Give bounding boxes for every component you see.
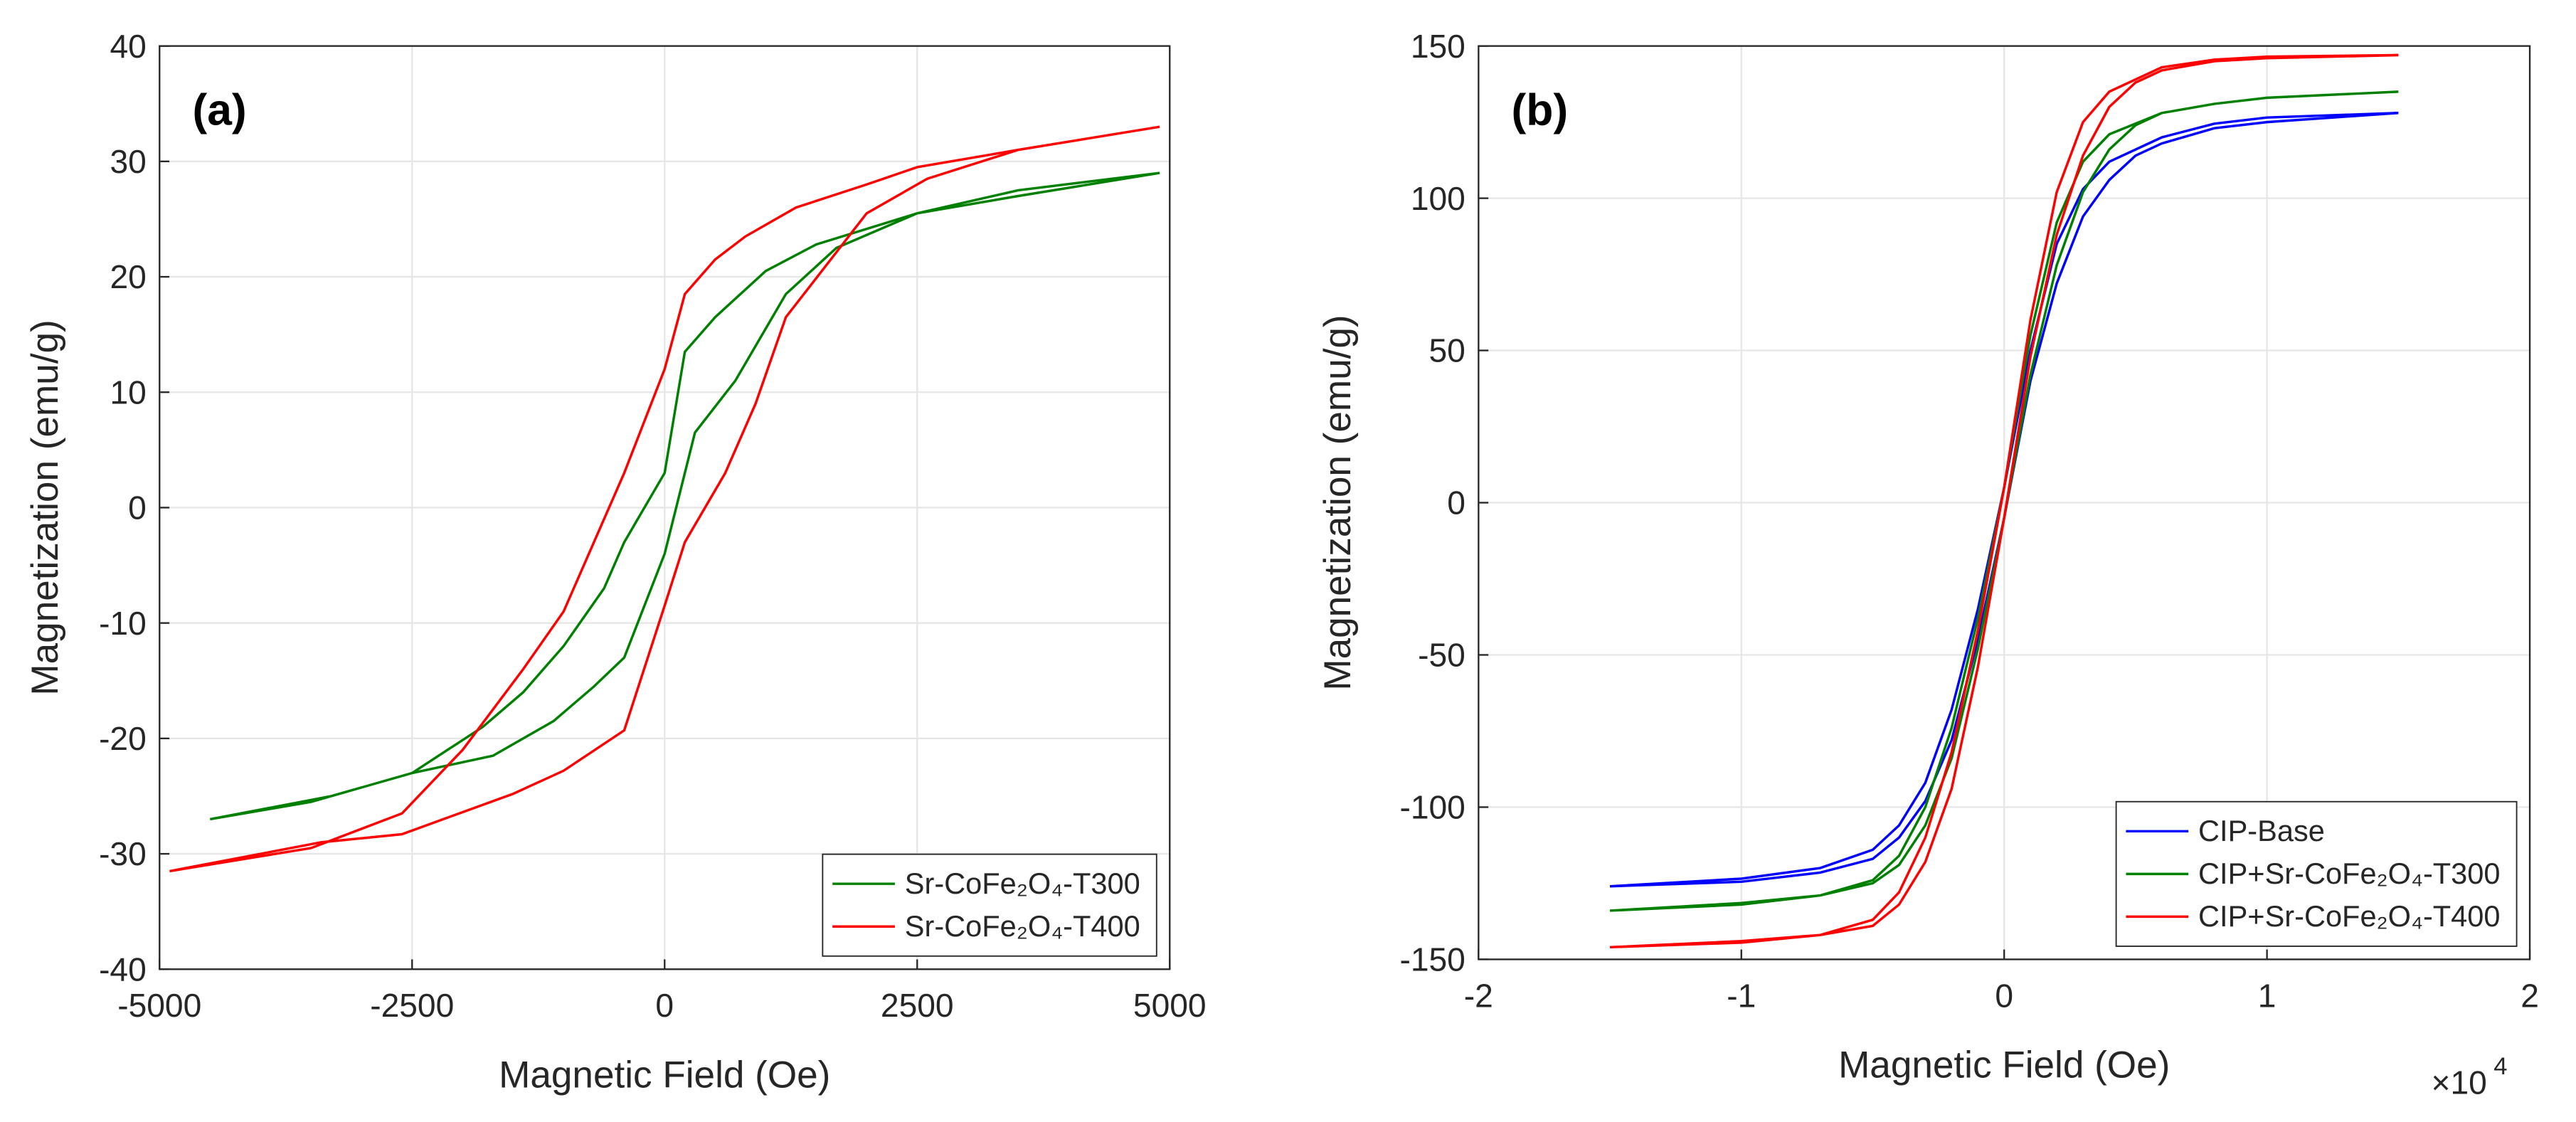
y-tick-label: -50	[1418, 637, 1465, 674]
y-tick-label: -100	[1399, 789, 1465, 826]
panel-label: (a)	[192, 85, 246, 134]
x-tick-label: -1	[1727, 977, 1756, 1014]
y-tick-label: 0	[128, 489, 147, 526]
y-tick-label: 0	[1447, 485, 1465, 522]
x-tick-label: 0	[1995, 977, 2013, 1014]
y-tick-label: 40	[110, 28, 146, 65]
y-tick-label: 20	[110, 258, 146, 295]
y-axis-label: Magnetization (emu/g)	[24, 319, 66, 695]
x-tick-label: 1	[2258, 977, 2276, 1014]
data-line	[169, 125, 1160, 873]
x-tick-label: 5000	[1133, 987, 1207, 1024]
y-tick-label: 10	[110, 374, 146, 411]
data-line	[1609, 53, 2399, 949]
axes-box	[159, 45, 1171, 970]
y-tick-label: -150	[1399, 941, 1465, 978]
legend-label: CIP-Base	[2198, 814, 2325, 847]
x-tick-label: 2	[2521, 977, 2539, 1014]
legend-label: CIP+Sr-CoFe₂O₄-T300	[2198, 857, 2500, 890]
x-multiplier-exponent: 4	[2493, 1053, 2507, 1080]
y-tick-label: -20	[99, 720, 147, 757]
legend-label: CIP+Sr-CoFe₂O₄-T400	[2198, 899, 2500, 933]
legend: CIP-Base CIP+Sr-CoFe₂O₄-T300 CIP+Sr-CoFe₂O…	[2115, 800, 2518, 947]
x-multiplier: ×10	[2432, 1064, 2487, 1101]
y-tick-label: -30	[99, 835, 147, 872]
data-line	[209, 171, 1160, 821]
legend: Sr-CoFe₂O₄-T300 Sr-CoFe₂O₄-T400	[822, 853, 1157, 957]
panel-label: (b)	[1512, 85, 1569, 134]
y-tick-label: 150	[1411, 28, 1465, 65]
legend-label: Sr-CoFe₂O₄-T300	[905, 867, 1140, 900]
y-tick-label: 30	[110, 143, 146, 180]
legend-box	[822, 853, 1157, 957]
y-tick-label: -10	[99, 605, 147, 642]
y-axis-label: Magnetization (emu/g)	[1317, 314, 1359, 690]
x-tick-label: 2500	[881, 987, 954, 1024]
x-tick-label: -2	[1464, 977, 1493, 1014]
x-tick-label: 0	[655, 987, 674, 1024]
x-tick-label: -2500	[370, 987, 454, 1024]
x-tick-label: -5000	[117, 987, 201, 1024]
y-tick-label: 100	[1411, 180, 1465, 217]
axes-box	[1478, 45, 2531, 960]
y-tick-label: -40	[99, 951, 147, 988]
data-line	[1609, 112, 2399, 888]
x-axis-label: Magnetic Field (Oe)	[1838, 1044, 2170, 1086]
y-tick-label: 50	[1429, 332, 1465, 369]
legend-label: Sr-CoFe₂O₄-T400	[905, 909, 1140, 943]
x-axis-label: Magnetic Field (Oe)	[499, 1054, 830, 1096]
